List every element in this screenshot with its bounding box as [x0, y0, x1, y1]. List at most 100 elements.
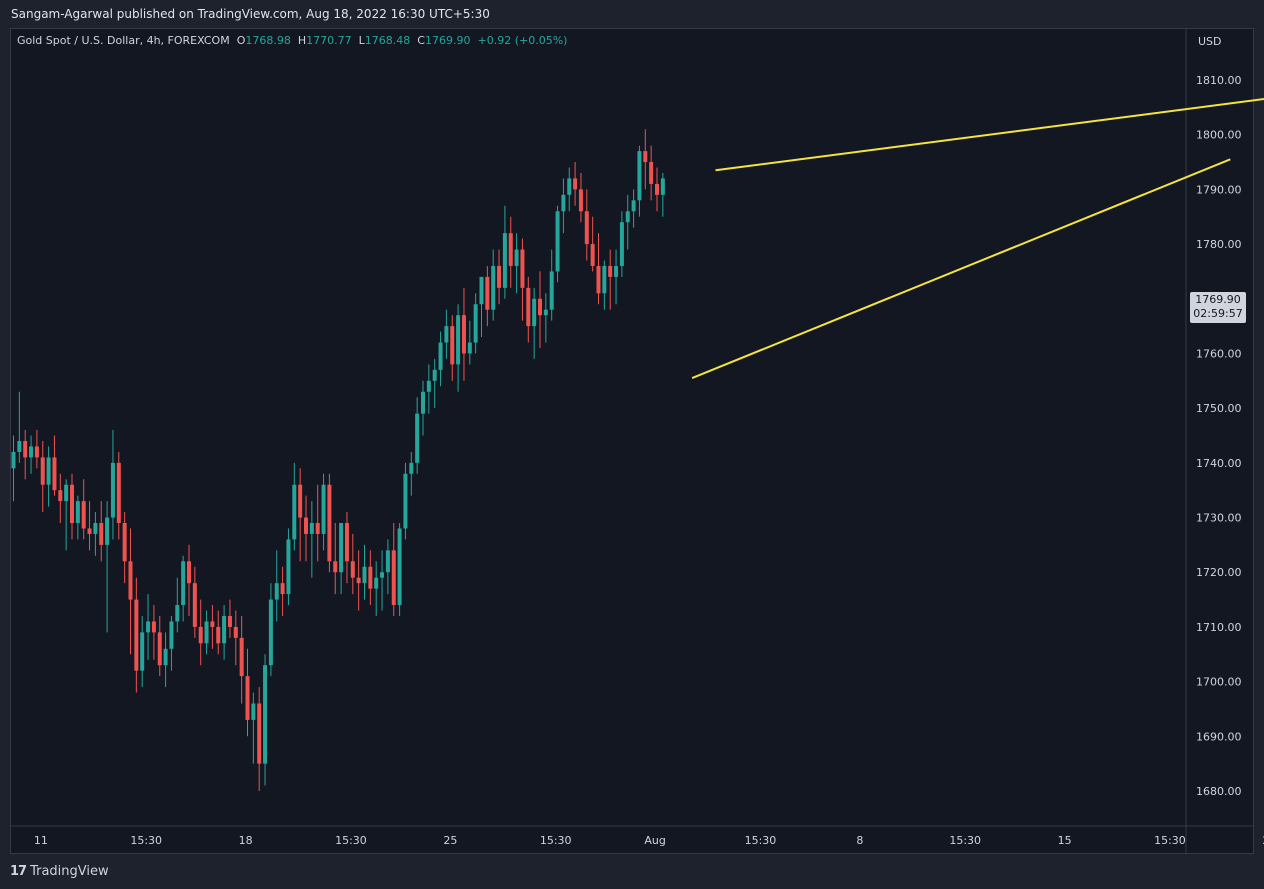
x-tick-label: 15:30: [745, 834, 777, 847]
change-value: +0.92 (+0.05%): [477, 34, 568, 47]
candle-body: [415, 413, 420, 463]
x-tick-label: 11: [34, 834, 48, 847]
symbol-legend: Gold Spot / U.S. Dollar, 4h, FOREXCOM O1…: [17, 34, 567, 47]
candle-body: [631, 200, 636, 212]
candle-body: [438, 342, 443, 370]
candle-body: [596, 265, 601, 294]
candle-body: [573, 178, 578, 190]
y-tick-label: 1740.00: [1196, 457, 1242, 470]
candle-body: [397, 528, 402, 606]
candle-body: [444, 326, 449, 343]
currency-label: USD: [1198, 35, 1222, 48]
tradingview-logo[interactable]: 𝟭𝟳 TradingView: [10, 864, 109, 879]
footer-bar: 𝟭𝟳 TradingView: [0, 856, 1264, 889]
bar-countdown: 02:59:57: [1193, 307, 1243, 320]
candle-body: [17, 440, 22, 452]
candle-body: [298, 484, 303, 518]
candle-body: [304, 517, 308, 534]
high-value: 1770.77: [306, 34, 352, 47]
x-tick-label: 15:30: [335, 834, 367, 847]
candle-body: [192, 583, 197, 627]
candle-body: [532, 298, 537, 327]
close-key: C: [417, 34, 425, 47]
candle-body: [526, 287, 531, 327]
candle-body: [362, 566, 367, 584]
candle-body: [508, 233, 513, 266]
candle-body: [350, 561, 355, 578]
candle-body: [421, 391, 425, 414]
candle-body: [485, 276, 490, 310]
trendline: [691, 158, 1231, 379]
candle-body: [70, 484, 74, 524]
candle-body: [110, 462, 115, 518]
candle-body: [538, 298, 542, 316]
last-price: 1769.90: [1195, 293, 1241, 306]
candle-body: [81, 501, 86, 529]
tradingview-logo-icon: 𝟭𝟳: [10, 864, 27, 879]
candle-body: [151, 621, 156, 633]
candle-body: [257, 703, 262, 764]
candle-body: [491, 265, 496, 310]
candle-body: [321, 484, 326, 534]
candle-body: [146, 621, 151, 633]
y-tick-label: 1750.00: [1196, 402, 1242, 415]
x-tick-label: 15:30: [949, 834, 981, 847]
candle-body: [409, 462, 414, 474]
candle-body: [11, 451, 16, 469]
high-key: H: [297, 34, 307, 47]
candle-body: [327, 484, 332, 562]
y-tick-label: 1720.00: [1196, 566, 1242, 579]
low-key: L: [358, 34, 365, 47]
y-tick-label: 1690.00: [1196, 730, 1242, 743]
candle-body: [315, 523, 320, 534]
candle-body: [122, 523, 127, 562]
candle-body: [245, 676, 250, 720]
candle-body: [649, 162, 654, 184]
candle-body: [163, 648, 168, 666]
y-tick-label: 1800.00: [1196, 129, 1242, 142]
candle-body: [619, 222, 624, 266]
x-tick-label: 15:30: [130, 834, 162, 847]
y-tick-label: 1730.00: [1196, 512, 1242, 525]
published-info: Sangam-Agarwal published on TradingView.…: [11, 7, 490, 21]
candle-body: [222, 615, 227, 644]
chart-frame: [10, 28, 1254, 854]
candle-body: [555, 211, 560, 272]
trendline: [715, 98, 1264, 172]
candle-body: [584, 211, 589, 245]
candle-body: [461, 315, 466, 354]
candle-body: [29, 446, 34, 458]
last-price-tag: 1769.90 02:59:57: [1190, 292, 1246, 323]
publisher-bar: Sangam-Agarwal published on TradingView.…: [0, 0, 1264, 28]
candle-body: [655, 183, 659, 195]
candle-body: [543, 309, 548, 316]
candle-body: [368, 566, 373, 589]
candle-body: [181, 561, 186, 606]
candle-body: [514, 249, 519, 266]
candle-body: [380, 572, 385, 578]
y-tick-label: 1790.00: [1196, 183, 1242, 196]
x-tick-label: Aug: [644, 834, 665, 847]
x-tick-label: 8: [856, 834, 863, 847]
candle-body: [333, 561, 338, 573]
candle-body: [64, 484, 69, 502]
candle-body: [169, 621, 174, 649]
candle-body: [549, 271, 554, 310]
candle-body: [608, 265, 613, 277]
candle-body: [637, 151, 642, 201]
candle-body: [567, 178, 572, 195]
candle-body: [210, 621, 215, 627]
candle-body: [274, 583, 279, 600]
candle-body: [391, 550, 396, 606]
open-value: 1768.98: [245, 34, 291, 47]
candle-body: [116, 462, 121, 524]
candle-body: [105, 517, 110, 545]
candle-body: [227, 615, 232, 627]
candle-body: [385, 550, 390, 573]
x-tick-label: 18: [239, 834, 253, 847]
candle-body: [590, 244, 595, 266]
candle-body: [602, 265, 607, 294]
candle-body: [625, 211, 630, 223]
candle-body: [263, 665, 268, 764]
